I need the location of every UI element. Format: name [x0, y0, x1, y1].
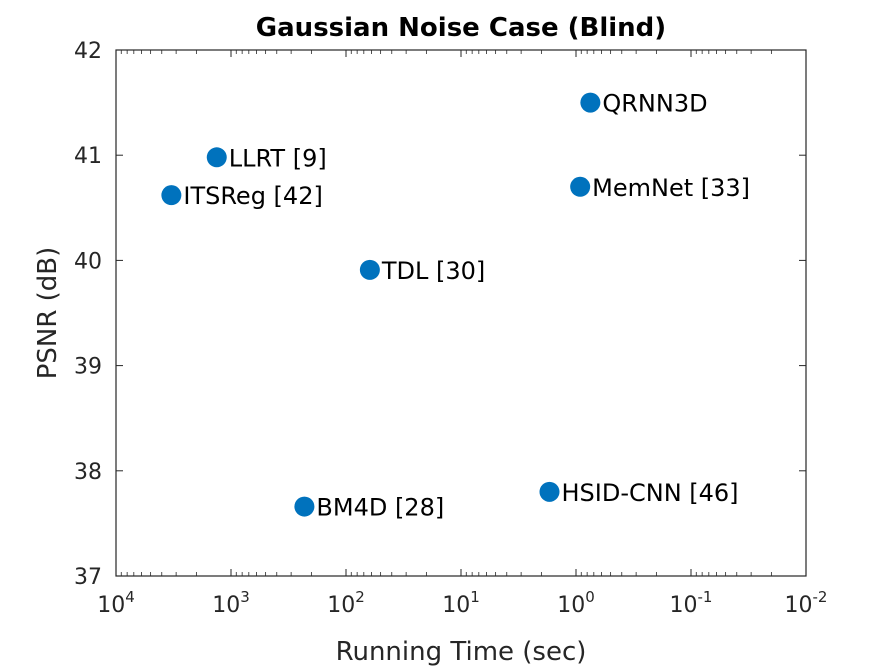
data-point [539, 481, 560, 502]
data-point [206, 147, 227, 168]
data-point [359, 259, 380, 280]
data-points [161, 92, 601, 517]
data-point-labels: QRNN3D LLRT [9] MemNet [33] ITSReg [42] TDL … [183, 90, 750, 522]
plot-frame [115, 49, 807, 577]
data-point-label: ITSReg [42] [183, 182, 322, 210]
y-tick-label: 38 [74, 460, 102, 485]
y-tick-label: 40 [74, 249, 102, 274]
data-point-label: MemNet [33] [592, 174, 750, 202]
x-tick-label: 10-2 [785, 588, 828, 618]
data-point [294, 496, 315, 517]
data-point [570, 176, 591, 197]
x-tick-label: 100 [557, 588, 595, 618]
y-tick-label: 42 [74, 39, 102, 64]
y-tick-label: 39 [74, 355, 102, 380]
data-point-label: HSID-CNN [46] [561, 479, 738, 507]
data-point [161, 185, 182, 206]
x-tick-label: 104 [97, 588, 135, 618]
axis-tick-labels: 104 103 102 101 100 10-1 10-2 37 38 39 40 41 42 [74, 39, 827, 618]
axis-ticks [115, 49, 807, 577]
x-tick-label: 102 [327, 588, 365, 618]
data-point-label: QRNN3D [602, 90, 707, 118]
x-tick-label: 101 [442, 588, 480, 618]
data-point [580, 92, 601, 113]
data-point-label: TDL [30] [381, 257, 485, 285]
data-point-label: BM4D [28] [316, 494, 444, 522]
x-tick-label: 103 [212, 588, 250, 618]
x-tick-label: 10-1 [670, 588, 713, 618]
chart-title: Gaussian Noise Case (Blind) [256, 13, 666, 43]
y-tick-label: 37 [74, 565, 102, 590]
y-tick-label: 41 [74, 144, 102, 169]
data-point-label: LLRT [9] [229, 144, 327, 172]
y-axis-label: PSNR (dB) [33, 247, 63, 380]
x-axis-label: Running Time (sec) [336, 637, 587, 667]
